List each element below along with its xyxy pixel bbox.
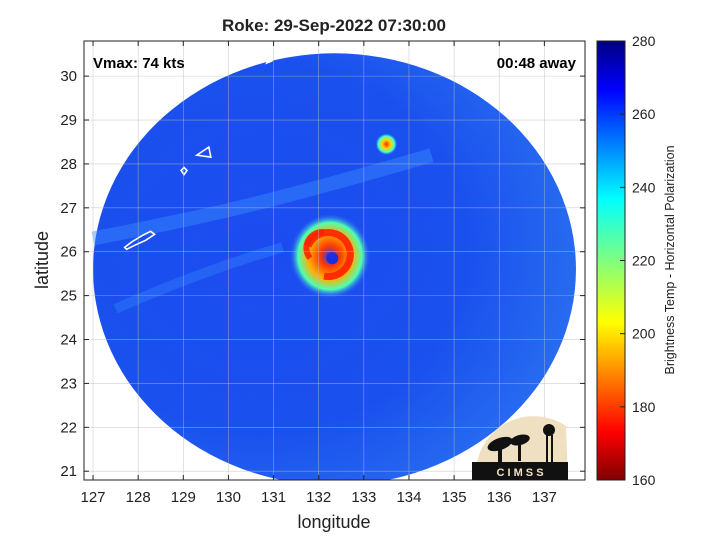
colorbar-tick-label: 200 [632, 326, 656, 342]
y-tick-label: 21 [60, 463, 77, 480]
cimss-logo: C I M S S [472, 416, 568, 480]
x-tick-label: 127 [81, 489, 106, 506]
x-tick-label: 137 [532, 489, 557, 506]
x-axis: 127 128 129 130 131 132 133 134 135 136 137 [81, 41, 557, 506]
y-tick-label: 24 [60, 332, 77, 349]
x-tick-label: 131 [261, 489, 286, 506]
plot-frame [83, 40, 586, 481]
colorbar-tick-label: 260 [632, 106, 656, 122]
x-tick-label: 135 [442, 489, 467, 506]
colorbar-tick-label: 180 [632, 399, 656, 415]
colorbar-tick-label: 280 [632, 33, 656, 49]
colorbar-axis: 160 180 200 220 240 260 280 [620, 33, 656, 488]
eye [326, 252, 339, 265]
time-away-annotation: 00:48 away [497, 55, 577, 72]
x-tick-label: 134 [396, 489, 421, 506]
convective-cell [375, 133, 398, 156]
x-tick-label: 133 [351, 489, 376, 506]
y-axis-label: latitude [32, 231, 52, 289]
coastline [240, 56, 256, 64]
colorbar-tick-label: 220 [632, 253, 656, 269]
x-tick-label: 128 [126, 489, 151, 506]
vmax-annotation: Vmax: 74 kts [93, 55, 185, 72]
y-tick-label: 27 [60, 200, 77, 217]
y-tick-label: 29 [60, 112, 77, 129]
eyewall-band [303, 229, 325, 260]
coastline [265, 47, 278, 65]
grid-layer [84, 41, 585, 480]
coastline [123, 230, 157, 251]
y-tick-label: 26 [60, 244, 77, 261]
rainband [113, 242, 284, 314]
chart-title: Roke: 29-Sep-2022 07:30:00 [222, 16, 446, 35]
x-tick-label: 129 [171, 489, 196, 506]
y-tick-label: 28 [60, 156, 77, 173]
coastline [194, 145, 212, 159]
colorbar-tick-label: 240 [632, 179, 656, 195]
y-tick-label: 30 [60, 68, 77, 85]
colorbar-label: Brightness Temp - Horizontal Polarizatio… [663, 145, 677, 374]
swath-layer [91, 47, 576, 480]
y-axis: 21 22 23 24 25 26 27 28 29 30 [60, 68, 585, 480]
svg-text:C I M S S: C I M S S [496, 467, 543, 479]
x-axis-label: longitude [297, 512, 370, 532]
colorbar-tick-label: 160 [632, 472, 656, 488]
y-tick-label: 22 [60, 419, 77, 436]
y-tick-label: 25 [60, 288, 77, 305]
y-tick-label: 23 [60, 375, 77, 392]
x-tick-label: 130 [216, 489, 241, 506]
x-tick-label: 132 [306, 489, 331, 506]
x-tick-label: 136 [487, 489, 512, 506]
